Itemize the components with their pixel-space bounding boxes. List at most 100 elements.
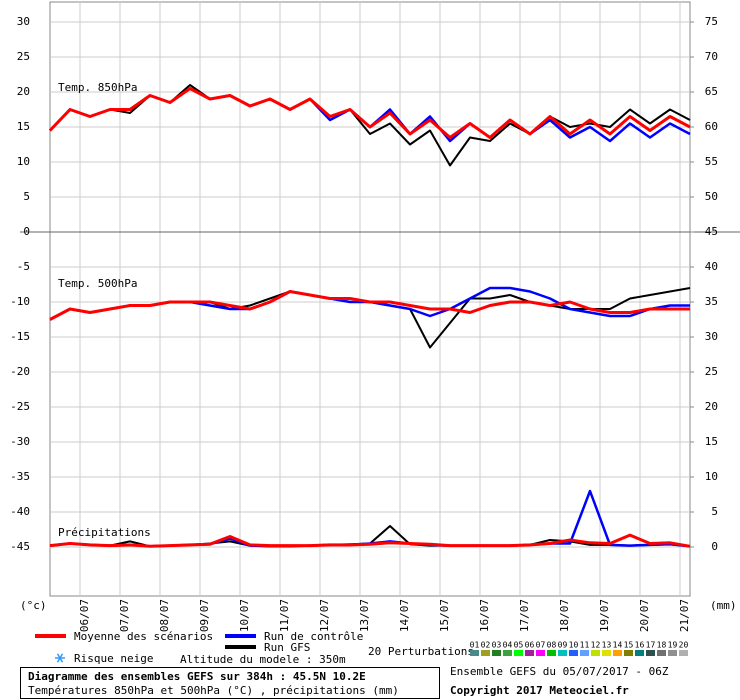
x-tick-label: 18/07 xyxy=(558,599,571,632)
x-tick-label: 11/07 xyxy=(278,599,291,632)
perturbation-label: 10 xyxy=(569,641,579,650)
y2-tick-label: 55 xyxy=(705,155,718,168)
perturbation-swatch xyxy=(679,650,688,656)
perturbation-swatch xyxy=(503,650,512,656)
perturbation-label: 01 xyxy=(470,641,480,650)
y2-tick-label: 5 xyxy=(711,505,718,518)
perturbations-title: 20 Perturbations xyxy=(368,645,474,658)
altitude: Altitude du modele : 350m xyxy=(180,653,346,666)
perturbation-swatch xyxy=(591,650,600,656)
x-tick-label: 19/07 xyxy=(598,599,611,632)
x-tick-label: 20/07 xyxy=(638,599,651,632)
perturbation-swatch xyxy=(481,650,490,656)
x-tick-label: 06/07 xyxy=(78,599,91,632)
perturbation-label: 02 xyxy=(481,641,491,650)
legend-label: Run GFS xyxy=(264,641,310,654)
snow-icon xyxy=(55,653,65,663)
legend-label: Run de contrôle xyxy=(264,630,363,643)
subtitle: Températures 850hPa et 500hPa (°C) , pré… xyxy=(28,684,399,697)
x-tick-label: 21/07 xyxy=(678,599,691,632)
perturbation-label: 04 xyxy=(503,641,513,650)
perturbation-swatch xyxy=(602,650,611,656)
legend-label: Moyenne des scénarios xyxy=(74,630,213,643)
perturbation-swatch xyxy=(624,650,633,656)
title-box xyxy=(20,667,440,699)
perturbation-swatch xyxy=(525,650,534,656)
x-tick-label: 12/07 xyxy=(318,599,331,632)
y2-tick-label: 60 xyxy=(705,120,718,133)
y-tick-label: -20 xyxy=(10,365,30,378)
title: Diagramme des ensembles GEFS sur 384h : … xyxy=(28,670,366,683)
lines xyxy=(48,84,691,548)
y-tick-label: 0 xyxy=(23,225,30,238)
perturbation-swatch xyxy=(558,650,567,656)
perturbation-swatch xyxy=(514,650,523,656)
perturbation-label: 12 xyxy=(591,641,601,650)
perturbation-label: 09 xyxy=(558,641,568,650)
perturbation-swatch xyxy=(492,650,501,656)
y-tick-label: -5 xyxy=(17,260,30,273)
grid xyxy=(50,2,690,596)
perturbation-swatch xyxy=(613,650,622,656)
perturbation-swatch xyxy=(580,650,589,656)
y2-tick-label: 40 xyxy=(705,260,718,273)
perturbation-label: 03 xyxy=(492,641,502,650)
copyright: Copyright 2017 Meteociel.fr xyxy=(450,684,629,697)
x-tick-label: 15/07 xyxy=(438,599,451,632)
legend: Moyenne des scénarios Run de contrôle Ru… xyxy=(35,630,474,666)
x-tick-label: 13/07 xyxy=(358,599,371,632)
y-unit: (°c) xyxy=(20,599,47,612)
y2-tick-label: 50 xyxy=(705,190,718,203)
perturbation-swatch xyxy=(668,650,677,656)
y2-tick-label: 25 xyxy=(705,365,718,378)
x-tick-label: 09/07 xyxy=(198,599,211,632)
x-tick-label: 07/07 xyxy=(118,599,131,632)
perturbation-label: 13 xyxy=(602,641,612,650)
y-tick-label: -45 xyxy=(10,540,30,553)
y-tick-label: -30 xyxy=(10,435,30,448)
perturbation-swatch xyxy=(547,650,556,656)
y-tick-label: 30 xyxy=(17,15,30,28)
perturbation-label: 18 xyxy=(657,641,667,650)
y2-tick-label: 70 xyxy=(705,50,718,63)
perturbation-label: 06 xyxy=(525,641,535,650)
perturbation-label: 16 xyxy=(635,641,645,650)
perturbation-label: 17 xyxy=(646,641,656,650)
perturbation-swatch xyxy=(470,650,479,656)
perturbation-label: 11 xyxy=(580,641,590,650)
perturbation-label: 14 xyxy=(613,641,623,650)
y-tick-label: 20 xyxy=(17,85,30,98)
y-tick-label: -10 xyxy=(10,295,30,308)
y2-tick-label: 20 xyxy=(705,400,718,413)
perturbation-label: 05 xyxy=(514,641,524,650)
y-tick-label: 15 xyxy=(17,120,30,133)
series-line xyxy=(49,290,690,321)
perturbation-swatch xyxy=(646,650,655,656)
perturbation-swatch xyxy=(569,650,578,656)
y2-unit: (mm) xyxy=(710,599,737,612)
snow-label: Risque neige xyxy=(74,652,153,665)
series-line xyxy=(49,533,691,548)
panel-label: Précipitations xyxy=(58,526,151,539)
y2-tick-label: 75 xyxy=(705,15,718,28)
perturbation-swatch xyxy=(657,650,666,656)
y-tick-label: 25 xyxy=(17,50,30,63)
perturbation-label: 19 xyxy=(668,641,678,650)
perturbation-label: 20 xyxy=(679,641,689,650)
panel-label: Temp. 850hPa xyxy=(58,81,137,94)
y-tick-label: -25 xyxy=(10,400,30,413)
perturbation-swatch xyxy=(635,650,644,656)
y-tick-label: 5 xyxy=(23,190,30,203)
y2-tick-label: 10 xyxy=(705,470,718,483)
y2-tick-label: 30 xyxy=(705,330,718,343)
y-tick-label: 10 xyxy=(17,155,30,168)
x-tick-label: 16/07 xyxy=(478,599,491,632)
y-tick-label: -15 xyxy=(10,330,30,343)
x-tick-label: 10/07 xyxy=(238,599,251,632)
perturbation-swatch xyxy=(536,650,545,656)
y2-tick-label: 65 xyxy=(705,85,718,98)
y-tick-label: -40 xyxy=(10,505,30,518)
y-tick-label: -35 xyxy=(10,470,30,483)
y2-tick-label: 45 xyxy=(705,225,718,238)
